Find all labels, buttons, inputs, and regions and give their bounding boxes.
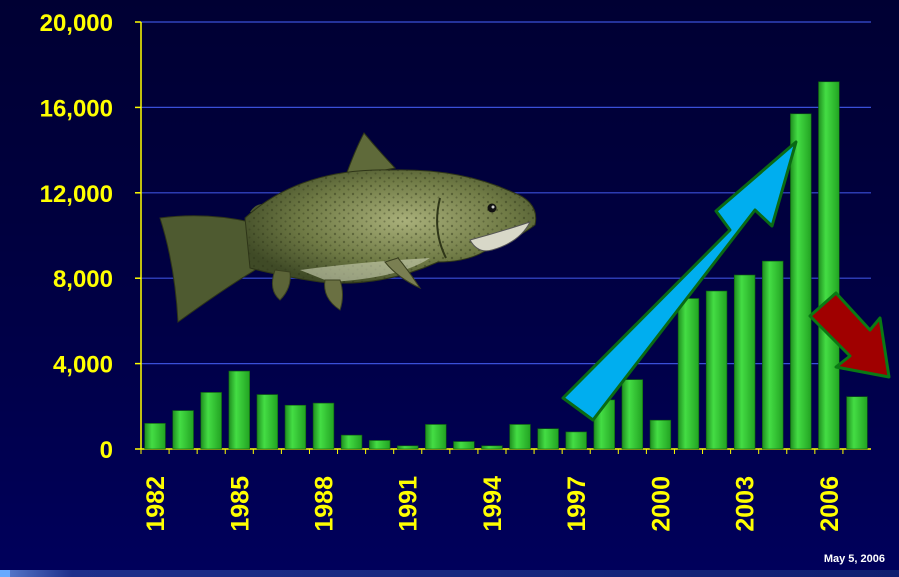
- bar-1993: [453, 441, 475, 450]
- x-tick-label: 1985: [226, 476, 254, 532]
- x-tick-label: 1988: [311, 476, 339, 532]
- bar-2003: [733, 274, 756, 450]
- decrease-arrow-icon: [808, 291, 891, 379]
- bar-1995: [509, 424, 531, 450]
- bar-2000: [649, 419, 672, 450]
- bar-2004: [762, 260, 784, 450]
- y-tick-label: 8,000: [53, 266, 113, 293]
- increase-arrow-icon: [561, 140, 798, 422]
- bar-1996: [537, 428, 559, 450]
- bar-1990: [368, 440, 391, 450]
- bar-1999: [621, 379, 644, 450]
- x-tick-labels: 1982 1985 1988 1991 1994 1997 2000 2003 2006: [142, 476, 844, 532]
- y-tick-label: 12,000: [40, 181, 113, 208]
- y-tick-labels: 0 4,000 8,000 12,000 16,000 20,000: [40, 10, 113, 464]
- bars: [144, 81, 868, 450]
- bar-2005: [790, 113, 812, 450]
- x-tick-label: 2003: [732, 476, 760, 532]
- y-tick-label: 0: [100, 437, 113, 464]
- bar-1982: [144, 423, 166, 450]
- y-tick-label: 16,000: [40, 95, 113, 122]
- bar-2007: [846, 396, 868, 450]
- bar-1988: [312, 402, 335, 450]
- bar-1983: [172, 410, 194, 450]
- x-tick-label: 1982: [142, 476, 170, 532]
- salmon-image: [159, 132, 537, 323]
- bar-2002: [705, 290, 728, 450]
- x-tick-label: 2000: [647, 476, 675, 532]
- corner-mark: [0, 570, 10, 577]
- bottom-band: [0, 570, 899, 577]
- bar-1991: [397, 445, 419, 450]
- bar-2006: [818, 81, 840, 450]
- bar-2001: [677, 298, 700, 450]
- bar-1986: [256, 394, 279, 450]
- bar-1987: [284, 404, 307, 450]
- x-tick-label: 1994: [479, 476, 507, 532]
- bar-1994: [481, 445, 503, 450]
- x-tick-label: 1991: [395, 476, 423, 532]
- x-tick-label: 2006: [816, 476, 844, 532]
- bar-1984: [200, 392, 222, 450]
- bar-1997: [565, 431, 587, 450]
- footer-date: May 5, 2006: [823, 553, 885, 565]
- bar-1992: [425, 424, 447, 450]
- y-tick-label: 4,000: [53, 352, 113, 379]
- bar-1985: [228, 370, 250, 450]
- y-tick-label: 20,000: [40, 10, 113, 37]
- x-tick-label: 1997: [563, 476, 591, 532]
- bar-1989: [340, 434, 363, 450]
